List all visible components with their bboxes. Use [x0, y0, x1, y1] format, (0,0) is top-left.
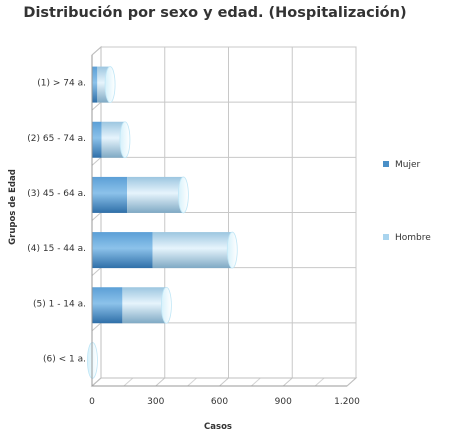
wall-grid-line: [91, 267, 102, 277]
y-tick-label: (4) 15 - 44 a.: [27, 244, 86, 254]
floor-grid-line: [282, 377, 293, 387]
bar-segment-mujer: [92, 287, 123, 324]
floor-grid-line: [314, 377, 325, 387]
x-tick-label: 1.200: [334, 397, 360, 407]
floor-grid-line: [187, 377, 197, 387]
bar-end-cap: [119, 121, 131, 159]
bar-segment-mujer: [92, 232, 153, 269]
wall-grid-line: [91, 101, 102, 111]
floor-grid-line: [251, 377, 261, 387]
floor-grid-line: [155, 377, 166, 387]
legend-label-mujer: Mujer: [395, 160, 421, 170]
x-tick-label: 0: [89, 397, 95, 407]
bar-segment-hombre: [122, 287, 167, 324]
floor-grid-line: [219, 377, 229, 387]
bar-segment-mujer: [92, 121, 102, 158]
wall-grid-line: [91, 322, 102, 332]
bar-end-cap: [160, 286, 172, 324]
legend: Mujer Hombre: [383, 160, 431, 243]
y-tick-label: (6) < 1 a.: [43, 354, 86, 364]
bars: [87, 66, 238, 379]
chart-title: Distribución por sexo y edad. (Hospitali…: [23, 5, 407, 21]
legend-swatch-mujer: [383, 161, 389, 167]
bar-segment-mujer: [92, 176, 128, 213]
bar-end-cap: [177, 176, 189, 214]
x-tick-label: 300: [147, 397, 164, 407]
y-tick-label: (1) > 74 a.: [37, 79, 86, 89]
floor-grid-line: [123, 377, 134, 387]
bar-segment-hombre: [152, 232, 233, 269]
bar-segment-hombre: [101, 121, 125, 158]
legend-swatch-hombre: [383, 234, 389, 240]
axes: 0 300 600 900 1.200 (1) > 74 a. (2) 65 - 74 a.…: [27, 55, 360, 407]
bar-segment-mujer: [92, 66, 98, 103]
bar-end-cap: [226, 231, 238, 269]
wall-grid-line: [91, 212, 102, 221]
x-axis-title: Casos: [204, 422, 232, 432]
grid: [90, 45, 358, 388]
bar-end-cap: [104, 66, 116, 103]
x-tick-label: 900: [275, 397, 292, 407]
bar-segment-hombre: [127, 176, 184, 213]
x-tick-label: 600: [211, 397, 228, 407]
legend-label-hombre: Hombre: [395, 233, 431, 243]
y-tick-label: (2) 65 - 74 a.: [27, 134, 86, 144]
y-tick-label: (3) 45 - 64 a.: [27, 189, 86, 199]
y-axis-title: Grupos de Edad: [8, 169, 18, 245]
y-tick-label: (5) 1 - 14 a.: [33, 299, 86, 309]
wall-grid-line: [91, 156, 102, 166]
